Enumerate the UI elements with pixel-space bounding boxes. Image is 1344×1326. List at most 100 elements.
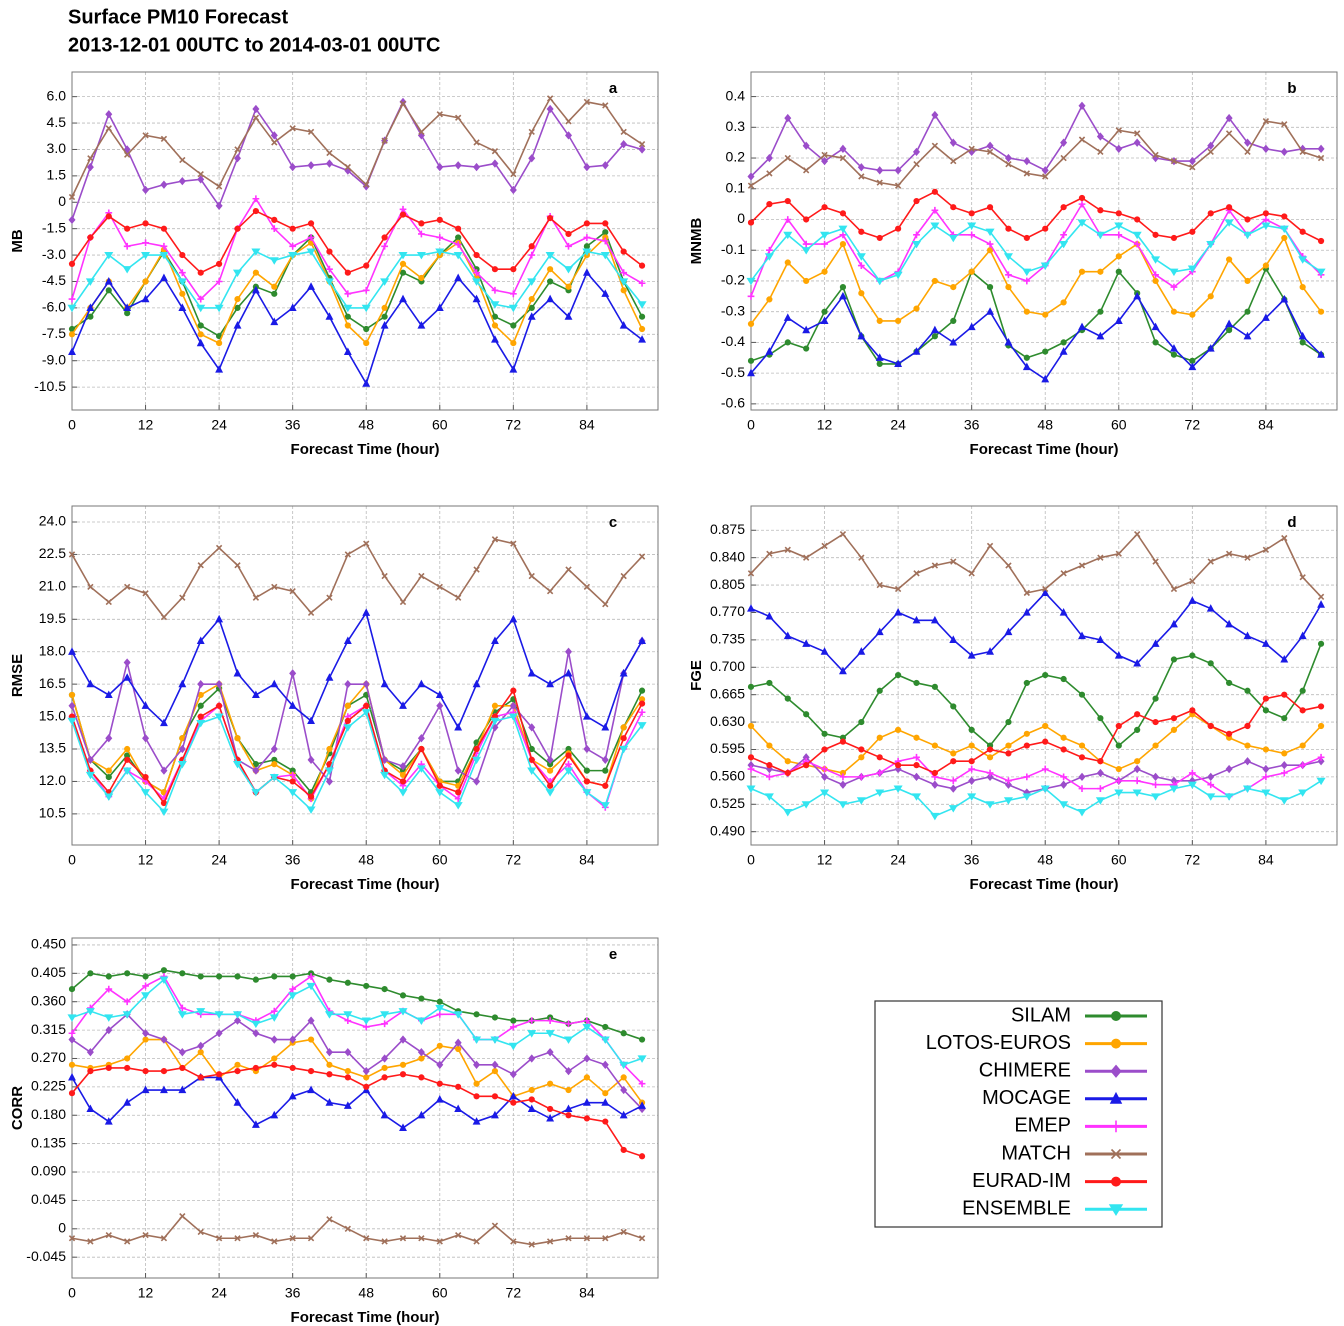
point [1244,722,1251,730]
point [381,1020,388,1028]
point [123,303,132,311]
point [252,195,260,203]
point [1060,570,1067,577]
point [216,1071,223,1078]
point [857,331,866,340]
point [783,631,792,640]
point [453,251,463,260]
point [583,778,590,785]
point [252,976,259,983]
point [602,1235,609,1242]
point [1023,742,1030,749]
point [931,277,938,285]
point [783,231,793,240]
point [251,690,260,699]
point [620,287,627,294]
point [455,225,462,232]
point [252,1064,259,1072]
point [968,776,976,785]
point [455,1045,462,1053]
point [931,780,939,789]
point [418,230,425,238]
point [197,702,204,709]
point [197,1074,204,1081]
point [454,1104,463,1113]
point [325,1048,333,1057]
point [455,594,462,601]
point [968,145,975,152]
point [178,744,186,754]
point [1114,316,1123,324]
point [876,754,883,761]
point [1299,742,1306,749]
point [913,570,920,577]
point [821,772,829,782]
point [68,647,76,655]
point [252,594,260,601]
point [160,967,168,974]
point [271,1055,278,1062]
series-line [750,693,1322,774]
point [473,251,480,259]
point [179,594,186,601]
point [105,213,112,220]
point [455,1231,462,1239]
point [325,777,333,786]
point [913,762,920,769]
point [565,752,572,759]
point [251,1020,261,1029]
point [363,262,370,269]
point [931,683,938,690]
point [564,668,573,677]
point [160,225,168,232]
point [141,789,151,797]
point [289,242,297,250]
point [784,758,791,765]
point [105,110,113,119]
point [1262,746,1269,753]
point [399,294,407,303]
point [875,627,884,636]
point [784,197,791,205]
y-tick-label: 3.0 [47,140,67,156]
point [270,317,279,326]
point [1207,558,1214,565]
point [381,985,388,993]
point [600,251,610,260]
point [1207,141,1215,150]
point [159,976,169,984]
point [967,793,977,801]
point [105,1231,112,1239]
point [491,536,499,543]
point [876,769,884,777]
series-line [71,1063,643,1158]
point [344,1225,352,1232]
point [473,745,480,753]
point [197,679,205,689]
point [747,683,755,690]
point [1134,726,1141,734]
point [1261,639,1270,647]
point [1042,585,1049,593]
point [528,1241,535,1248]
point [601,722,610,731]
point [381,137,388,144]
point [510,1017,517,1024]
point [1206,344,1215,352]
point [638,1080,646,1088]
point [528,1017,536,1025]
y-tick-label: -0.6 [721,395,745,411]
point [1262,695,1269,702]
y-tick-label: -1.5 [42,219,66,235]
point [344,269,351,276]
point [766,773,773,781]
point [455,789,462,796]
point [399,771,407,779]
point [931,742,938,749]
point [1005,742,1012,749]
legend-box [874,1000,1163,1228]
point [344,679,352,689]
point [821,156,829,166]
point [1188,769,1196,777]
point [602,767,609,774]
